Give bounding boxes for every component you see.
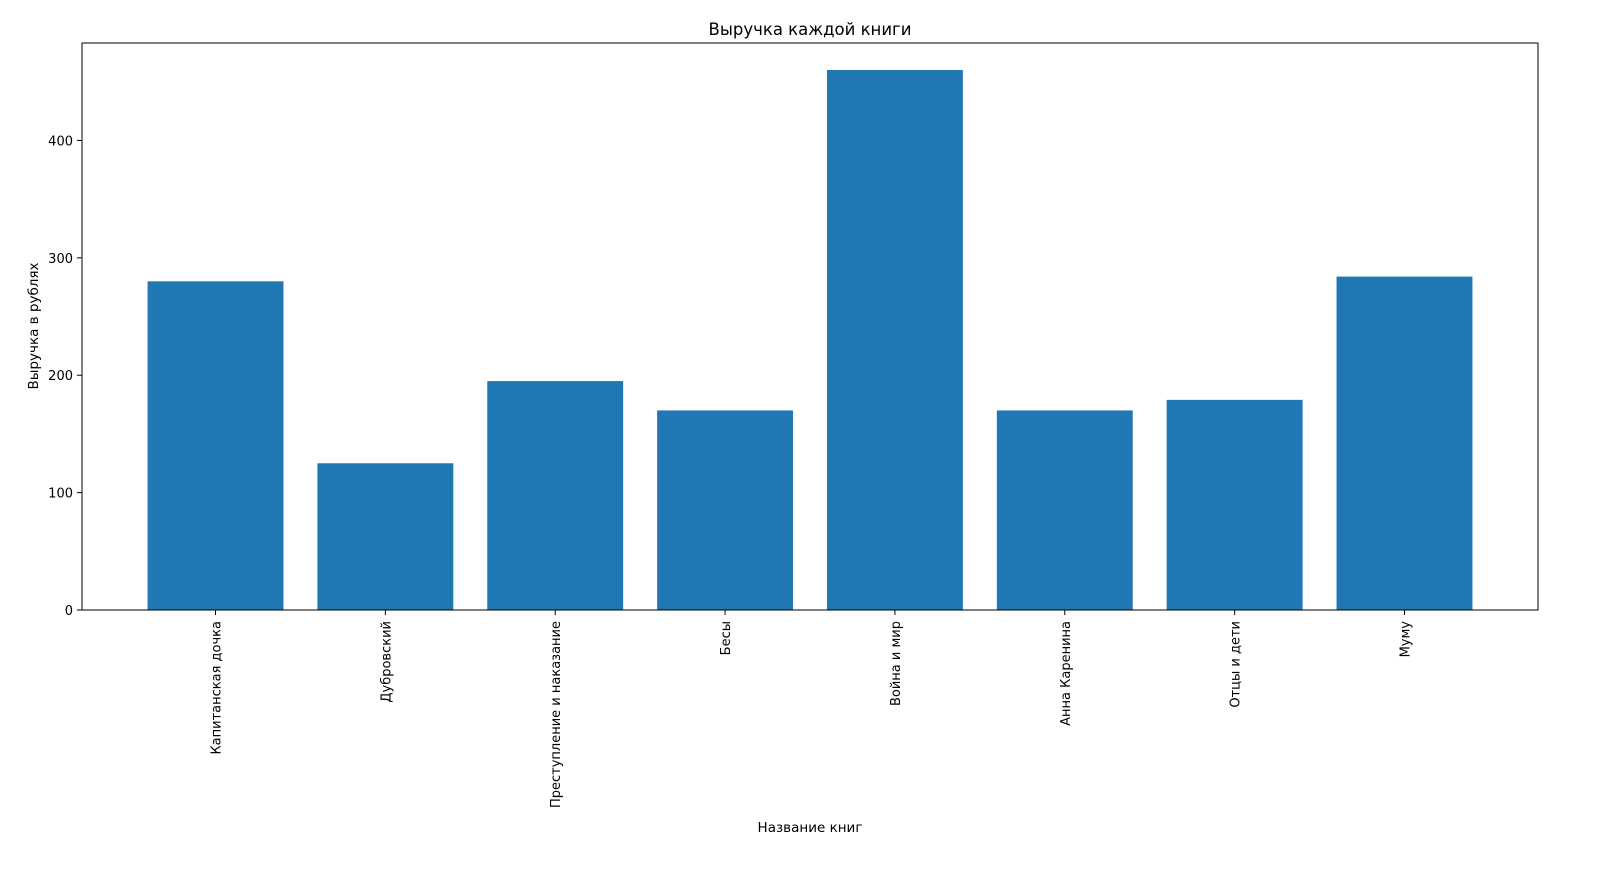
y-tick-label: 200 xyxy=(48,369,73,384)
bar-8 xyxy=(1336,276,1473,610)
y-tick-label: 300 xyxy=(48,252,73,267)
y-axis-label: Выручка в рублях xyxy=(26,262,42,389)
y-tick-label: 400 xyxy=(48,134,73,149)
bar-1 xyxy=(147,281,284,610)
y-tick-label: 0 xyxy=(65,604,73,619)
bar-4 xyxy=(657,410,794,610)
bar-6 xyxy=(996,410,1133,610)
x-tick-label: Война и мир xyxy=(889,621,904,706)
x-tick-label: Муму xyxy=(1398,621,1413,658)
x-tick-label: Капитанская дочка xyxy=(210,621,225,755)
x-tick-label: Бесы xyxy=(719,621,734,655)
y-tick-label: 100 xyxy=(48,487,73,502)
x-tick-label: Дубровский xyxy=(379,621,394,703)
chart-title: Выручка каждой книги xyxy=(709,20,912,39)
bar-2 xyxy=(317,463,454,610)
x-tick-label: Преступление и наказание xyxy=(549,621,564,808)
x-tick-label: Отцы и дети xyxy=(1229,621,1244,708)
plot-frame xyxy=(81,42,1539,611)
x-axis-label: Название книг xyxy=(758,820,863,836)
bar-7 xyxy=(1166,399,1303,610)
bar-3 xyxy=(487,381,624,610)
x-tick-label: Анна Каренина xyxy=(1059,621,1074,726)
bar-5 xyxy=(826,70,963,610)
